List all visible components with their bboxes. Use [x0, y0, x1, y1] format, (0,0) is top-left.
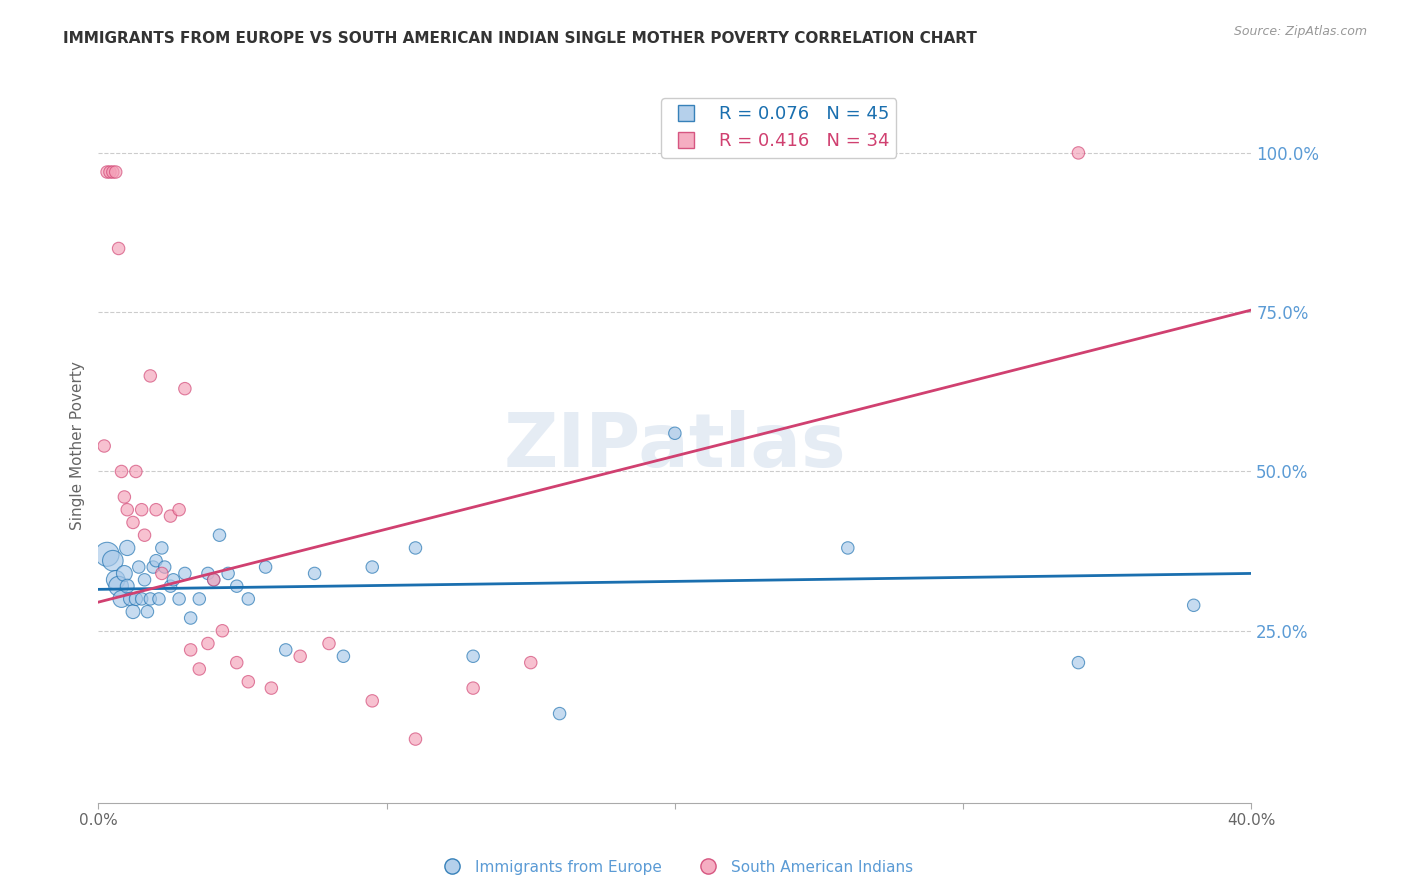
Point [260, 681, 283, 695]
Point [145, 554, 167, 568]
Point [180, 611, 202, 625]
Point [107, 242, 129, 256]
Point [520, 656, 543, 670]
Point [274, 643, 297, 657]
Point [188, 591, 211, 606]
Point [211, 624, 233, 638]
Text: Source: ZipAtlas.com: Source: ZipAtlas.com [1233, 25, 1367, 38]
Point [197, 566, 219, 581]
Point [202, 573, 225, 587]
Point [180, 643, 202, 657]
Point [120, 591, 142, 606]
Legend: Immigrants from Europe, South American Indians: Immigrants from Europe, South American I… [430, 854, 920, 880]
Point [217, 566, 239, 581]
Point [225, 579, 247, 593]
Point [208, 528, 231, 542]
Point [150, 566, 173, 581]
Point [142, 560, 165, 574]
Point [837, 541, 859, 555]
Point [188, 662, 211, 676]
Point [461, 681, 484, 695]
Point [93, 439, 115, 453]
Point [332, 649, 354, 664]
Point [96, 547, 118, 561]
Point [197, 636, 219, 650]
Point [96, 165, 118, 179]
Point [405, 541, 427, 555]
Point [125, 465, 148, 479]
Point [101, 165, 124, 179]
Point [461, 649, 484, 664]
Point [139, 591, 162, 606]
Point [104, 573, 127, 587]
Point [548, 706, 571, 721]
Point [405, 732, 427, 747]
Point [112, 490, 135, 504]
Point [225, 656, 247, 670]
Point [131, 591, 153, 606]
Text: ZIPatlas: ZIPatlas [503, 409, 846, 483]
Point [1067, 656, 1090, 670]
Point [104, 165, 127, 179]
Point [139, 368, 162, 383]
Point [117, 579, 139, 593]
Point [159, 579, 181, 593]
Text: IMMIGRANTS FROM EUROPE VS SOUTH AMERICAN INDIAN SINGLE MOTHER POVERTY CORRELATIO: IMMIGRANTS FROM EUROPE VS SOUTH AMERICAN… [63, 31, 977, 46]
Point [174, 382, 197, 396]
Point [361, 560, 384, 574]
Point [134, 573, 156, 587]
Point [150, 541, 173, 555]
Point [110, 465, 132, 479]
Point [1182, 599, 1205, 613]
Point [145, 502, 167, 516]
Point [122, 605, 145, 619]
Point [148, 591, 170, 606]
Point [304, 566, 326, 581]
Point [117, 502, 139, 516]
Point [98, 165, 121, 179]
Point [167, 502, 190, 516]
Point [254, 560, 277, 574]
Point [664, 426, 686, 441]
Point [101, 554, 124, 568]
Point [238, 674, 260, 689]
Point [159, 509, 181, 524]
Point [162, 573, 184, 587]
Point [318, 636, 340, 650]
Point [290, 649, 312, 664]
Point [153, 560, 176, 574]
Point [131, 502, 153, 516]
Point [122, 516, 145, 530]
Point [107, 579, 129, 593]
Point [112, 566, 135, 581]
Point [128, 560, 150, 574]
Point [238, 591, 260, 606]
Point [202, 573, 225, 587]
Point [125, 591, 148, 606]
Point [117, 541, 139, 555]
Point [110, 591, 132, 606]
Point [136, 605, 159, 619]
Point [174, 566, 197, 581]
Point [167, 591, 190, 606]
Point [1067, 145, 1090, 160]
Y-axis label: Single Mother Poverty: Single Mother Poverty [69, 361, 84, 531]
Point [134, 528, 156, 542]
Point [361, 694, 384, 708]
